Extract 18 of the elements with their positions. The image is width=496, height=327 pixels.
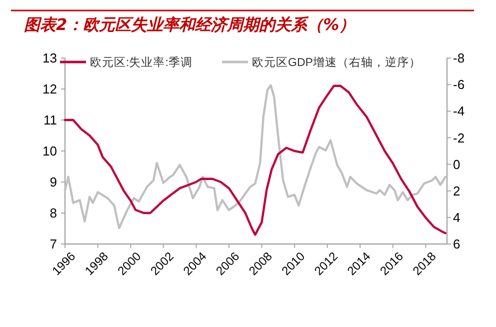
y-tick-label: 11: [44, 112, 57, 128]
chart-title: 图表2：欧元区失业率和经济周期的关系（%）: [24, 15, 356, 34]
y2-tick-label: 0: [453, 156, 460, 172]
y2-tick-label: -6: [453, 77, 465, 92]
y-tick-label: 10: [42, 144, 57, 159]
y-tick-label: 12: [42, 82, 57, 97]
y-tick-label: 9: [50, 174, 57, 190]
legend-label: 欧元区GDP增速（右轴，逆序）: [252, 55, 421, 70]
y-tick-label: 13: [42, 50, 57, 66]
y2-tick-label: -2: [453, 130, 465, 146]
y-tick-label: 8: [50, 206, 57, 221]
y2-tick-label: 4: [453, 210, 460, 225]
y-tick-label: 7: [50, 236, 57, 252]
y2-tick-label: 6: [453, 236, 460, 252]
y2-tick-label: -4: [453, 104, 465, 119]
y2-tick-label: -8: [453, 50, 465, 66]
y2-tick-label: 2: [453, 183, 460, 198]
legend-label: 欧元区:失业率:季调: [90, 55, 192, 70]
